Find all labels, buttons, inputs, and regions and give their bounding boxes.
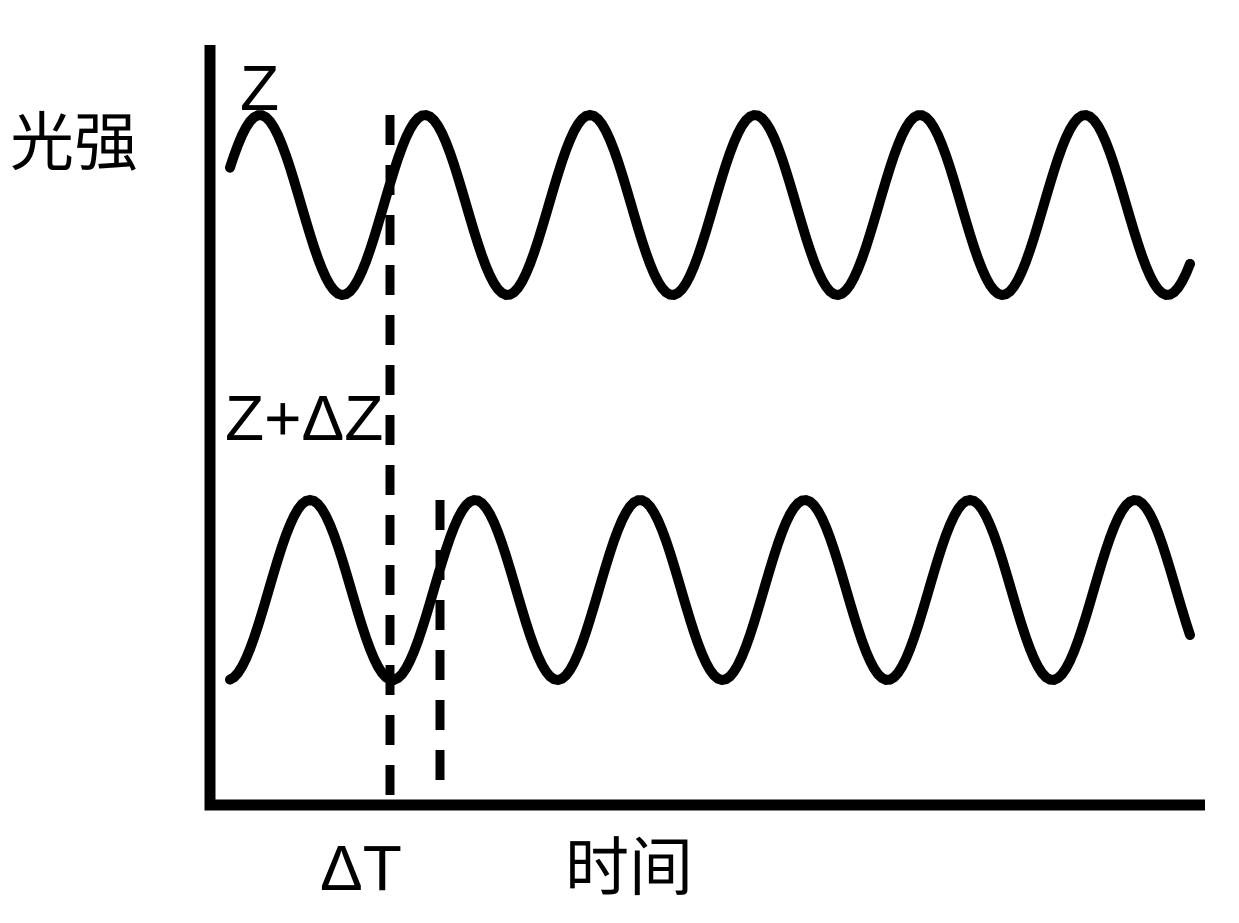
y-axis-label: 光强 [10, 107, 138, 179]
x-axis-label: 时间 [565, 832, 693, 904]
delta-t-label: ΔT [320, 832, 402, 904]
bottom-wave-label: Z+ΔZ [225, 382, 383, 454]
phase-shift-diagram: 光强时间 Z Z+ΔZ ΔT [0, 0, 1239, 923]
top-wave-label: Z [240, 52, 279, 124]
